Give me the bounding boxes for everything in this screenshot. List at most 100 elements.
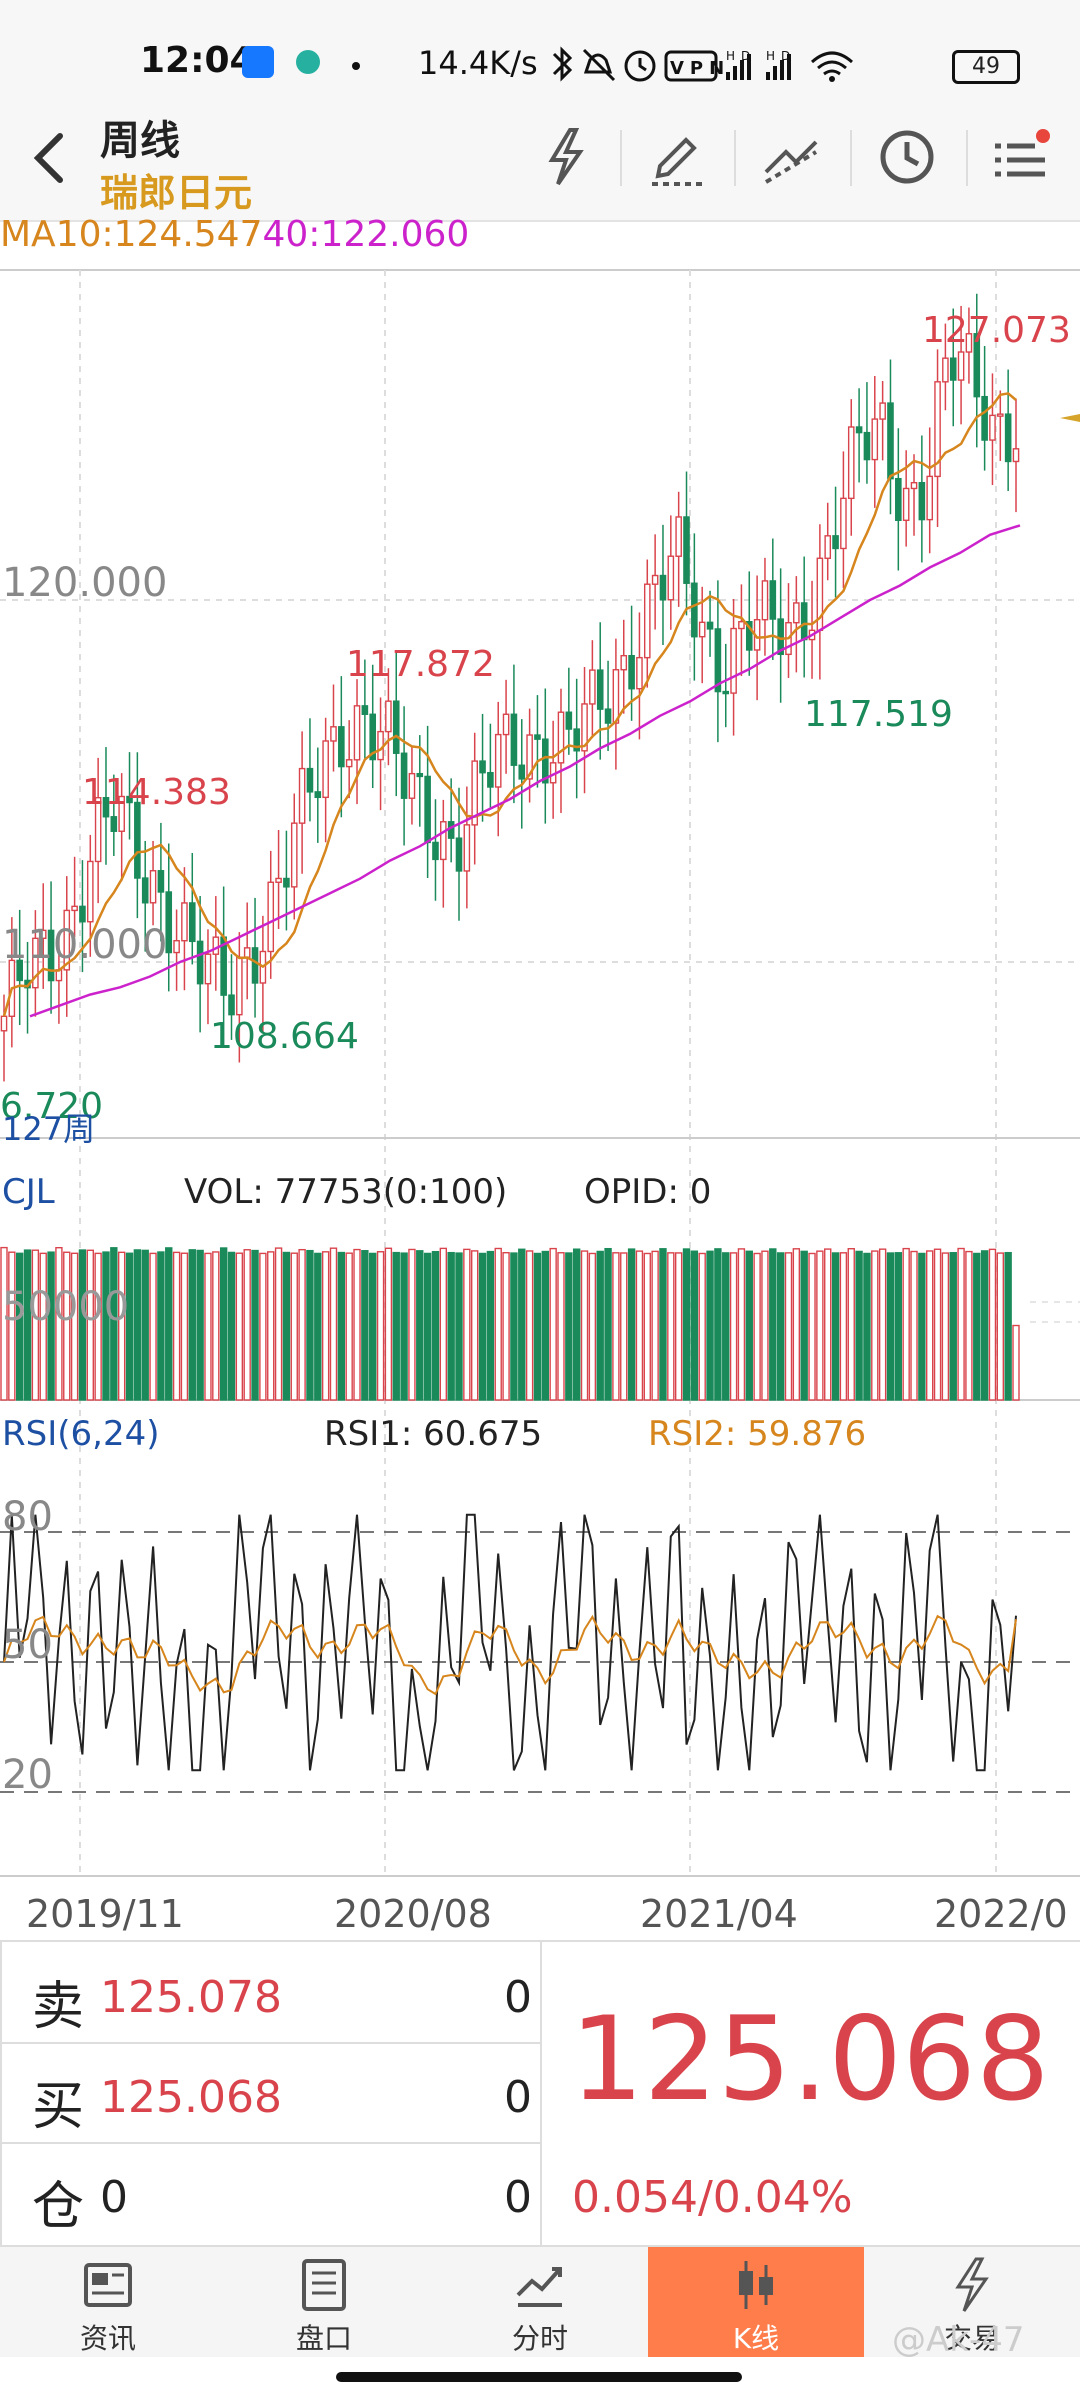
candle-body	[675, 516, 682, 557]
volume-bar	[439, 1247, 448, 1401]
position-value: 0	[100, 2172, 128, 2223]
tab-news[interactable]: 资讯	[0, 2247, 216, 2357]
candle-body	[440, 821, 447, 861]
candle-body	[173, 940, 180, 954]
volume-bar	[690, 1250, 699, 1401]
volume-bar	[878, 1248, 887, 1401]
ma40-line	[29, 524, 1021, 1018]
ma10-line	[2, 392, 1017, 1017]
candle-body	[236, 956, 243, 1016]
volume-bar	[910, 1250, 918, 1401]
candle-body	[338, 726, 345, 768]
bluetooth-icon	[552, 46, 573, 82]
volume-bar	[549, 1247, 557, 1401]
volume-bar	[376, 1251, 385, 1401]
volume-bar	[612, 1252, 620, 1401]
volume-bar	[667, 1252, 675, 1401]
volume-bar	[110, 1247, 118, 1401]
volume-bar	[149, 1252, 157, 1401]
volume-bar	[973, 1252, 981, 1401]
tab-label: 交易	[943, 2322, 1000, 2355]
trendline-icon[interactable]	[756, 122, 826, 192]
wifi-icon	[810, 51, 854, 82]
volume-bar	[86, 1249, 94, 1401]
volume-bar	[133, 1249, 142, 1401]
candle-body	[981, 395, 988, 441]
volume-bar	[729, 1252, 738, 1401]
volume-bar	[306, 1249, 314, 1401]
volume-bar	[172, 1251, 181, 1401]
candle-body	[706, 621, 714, 630]
candle-body	[910, 481, 918, 490]
volume-bar	[965, 1250, 973, 1401]
opid-value: OPID: 0	[584, 1172, 712, 1212]
rsi2-value: RSI2: 59.876	[648, 1414, 867, 1454]
menu-list-icon[interactable]	[985, 122, 1055, 192]
volume-bar	[722, 1252, 730, 1401]
divider	[620, 130, 622, 186]
volume-bar	[824, 1248, 832, 1401]
mute-icon	[582, 48, 616, 82]
tab-trade[interactable]: 交易	[864, 2247, 1080, 2357]
volume-bar	[219, 1247, 228, 1401]
volume-bar	[839, 1252, 848, 1401]
volume-bar	[204, 1252, 212, 1401]
rsi1-value: RSI1: 60.675	[324, 1414, 543, 1454]
candle-body	[949, 357, 957, 381]
candle-body	[455, 837, 463, 872]
tab-orderbook[interactable]: 盘口	[216, 2247, 432, 2357]
y-tick-label: 110.000	[2, 922, 168, 968]
volume-bar	[510, 1252, 518, 1401]
volume-bar	[267, 1251, 275, 1401]
volume-bar	[674, 1252, 683, 1401]
sell-row[interactable]: 卖 125.078 0	[2, 1942, 540, 2044]
candle-body	[212, 936, 220, 955]
flash-icon[interactable]	[530, 122, 600, 192]
tab-kline[interactable]: K线	[648, 2247, 864, 2357]
candle-body	[71, 905, 78, 912]
volume-bar	[682, 1248, 691, 1401]
vpn-icon: VPN	[664, 50, 724, 82]
clock-icon[interactable]	[872, 122, 942, 192]
volume-bar	[70, 1252, 79, 1401]
x-axis-label: 2021/04	[640, 1892, 798, 1936]
candle-body	[871, 418, 879, 461]
volume-bar	[1004, 1251, 1012, 1401]
candle-body	[526, 734, 533, 780]
draw-pen-icon[interactable]	[642, 122, 712, 192]
volume-bar	[518, 1248, 526, 1401]
volume-bar	[282, 1251, 291, 1401]
volume-bar	[392, 1251, 400, 1401]
back-arrow-icon[interactable]	[22, 128, 82, 188]
candle-body	[824, 535, 832, 559]
volume-bar	[345, 1252, 353, 1401]
position-row[interactable]: 仓 0 0	[2, 2142, 540, 2242]
volume-bar	[321, 1251, 330, 1401]
app-header: 周线 瑞郎日元	[0, 100, 1080, 222]
last-price-box: 125.068 0.054/0.04%	[540, 1940, 1080, 2247]
position-key: 仓	[32, 2177, 85, 2237]
instrument-name: 瑞郎日元	[100, 171, 253, 215]
candle-body	[636, 656, 643, 690]
tab-timeshare[interactable]: 分时	[432, 2247, 648, 2357]
page-title: 周线	[100, 118, 180, 164]
volume-bar	[470, 1250, 479, 1401]
candle-body	[510, 713, 518, 766]
home-indicator[interactable]	[336, 2372, 742, 2382]
volume-bar	[557, 1252, 565, 1401]
volume-bar	[533, 1252, 542, 1401]
candle-body	[879, 402, 886, 420]
signal-hd-icon: HD	[726, 49, 751, 80]
main-chart-area[interactable]	[0, 262, 1080, 1940]
candle-body	[94, 796, 102, 863]
candle-body	[1004, 413, 1012, 463]
candlestick-icon	[739, 2261, 773, 2309]
candle-body	[565, 711, 573, 730]
volume-bar	[604, 1247, 612, 1401]
tab-label: 盘口	[295, 2322, 352, 2355]
buy-row[interactable]: 买 125.068 0	[2, 2042, 540, 2144]
volume-bar	[627, 1248, 636, 1401]
volume-bar	[290, 1252, 298, 1401]
candle-body	[471, 760, 478, 826]
candle-body	[1012, 448, 1020, 463]
